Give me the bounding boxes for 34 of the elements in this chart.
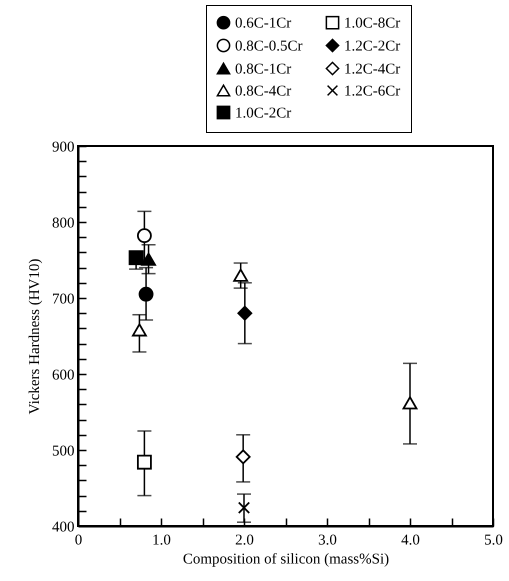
y-tick-label: 800 <box>52 216 74 232</box>
point <box>132 323 147 336</box>
point <box>237 306 252 321</box>
point <box>136 454 152 470</box>
legend-label: 0.6C-1Cr <box>235 16 292 32</box>
legend-label: 1.2C-6Cr <box>344 84 400 100</box>
y-tick-label: 900 <box>52 140 74 156</box>
x-axis-title: Composition of silicon (mass%Si) <box>182 552 390 568</box>
legend-label: 1.0C-8Cr <box>344 16 400 32</box>
y-axis-title: Vickers Hardness (HV10) <box>27 258 43 414</box>
x-tick-label: 0 <box>74 532 82 548</box>
legend-label: 0.8C-1Cr <box>235 62 292 78</box>
point <box>128 250 144 266</box>
point <box>138 286 154 302</box>
legend-label: 0.8C-4Cr <box>235 84 292 100</box>
point <box>236 449 251 464</box>
x-tick-label: 2.0 <box>235 532 254 548</box>
y-tick-label: 500 <box>52 444 74 460</box>
point <box>233 268 248 282</box>
x-tick-label: 3.0 <box>318 532 337 548</box>
x-tick-label: 4.0 <box>401 532 420 548</box>
point <box>238 502 250 514</box>
legend-label: 1.2C-2Cr <box>344 38 400 54</box>
legend-label: 1.2C-4Cr <box>344 62 400 78</box>
y-tick-label: 700 <box>52 292 74 308</box>
legend-label: 0.8C-0.5Cr <box>235 38 303 54</box>
point <box>402 396 418 410</box>
y-tick-label: 600 <box>52 368 74 384</box>
x-tick-label: 1.0 <box>152 532 171 548</box>
point <box>141 252 156 266</box>
legend-label: 1.0C-2Cr <box>235 106 292 122</box>
point <box>136 228 152 244</box>
x-tick-label: 5.0 <box>484 532 503 548</box>
y-tick-label: 400 <box>52 520 74 536</box>
